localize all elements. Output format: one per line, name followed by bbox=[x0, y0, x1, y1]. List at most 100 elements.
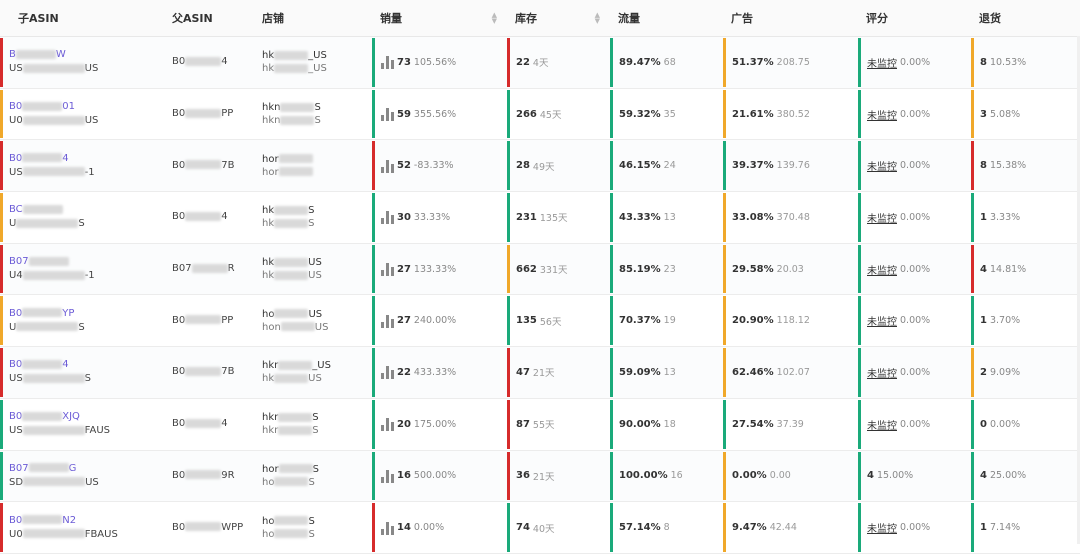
rating-pct: 0.00% bbox=[900, 418, 931, 430]
child-asin-cell: B W US US bbox=[0, 37, 162, 88]
header-parent-asin[interactable]: 父ASIN bbox=[172, 12, 213, 25]
child-asin-link[interactable]: B0 4 bbox=[9, 152, 69, 164]
header-ad[interactable]: 广告 bbox=[731, 12, 753, 25]
child-asin-link[interactable]: B0 4 bbox=[9, 359, 69, 371]
rating-cell: 未监控 0.00% bbox=[858, 502, 971, 553]
parent-asin-text: B0 PP bbox=[172, 314, 234, 326]
bar-chart-icon[interactable] bbox=[381, 262, 394, 277]
traffic-count: 18 bbox=[663, 418, 676, 430]
shop-site: hkn S bbox=[262, 115, 321, 127]
unmonitored-link[interactable]: 未监控 bbox=[867, 213, 897, 225]
parent-asin-cell: B0 PP bbox=[162, 89, 252, 140]
child-asin-cell: B0 N2 U0 FBAUS bbox=[0, 502, 162, 553]
table-row[interactable]: B W US US B0 4 hk _US hk _US 73 105.56% 22 4天 89.47% 68… bbox=[0, 37, 1080, 89]
sales-value: 22 bbox=[397, 366, 411, 378]
bar-chart-icon[interactable] bbox=[381, 159, 394, 173]
rating-pct: 15.00% bbox=[876, 470, 914, 482]
child-asin-link[interactable]: B0 XJQ bbox=[9, 411, 80, 423]
bar-chart-icon[interactable] bbox=[381, 107, 394, 122]
bar-chart-icon[interactable] bbox=[381, 417, 394, 432]
shop-cell: hkr _US hk US bbox=[252, 347, 372, 398]
child-asin-link[interactable]: B0 YP bbox=[9, 307, 75, 319]
unmonitored-link[interactable]: 未监控 bbox=[867, 420, 897, 432]
table-row[interactable]: B0 4 US -1 B0 7B hor hor 52 -83.33% 28 49天 46.15% 24 3… bbox=[0, 140, 1080, 193]
returns-rate: 14.81% bbox=[989, 263, 1027, 275]
header-stock[interactable]: 库存 ▲ ▼ bbox=[507, 0, 610, 36]
stock-days: 135天 bbox=[539, 213, 568, 225]
table-row[interactable]: B0 YP U S B0 PP ho US hon US 27 240.00% 135 56天 70.37%… bbox=[0, 295, 1080, 348]
bar-chart-icon[interactable] bbox=[381, 521, 394, 535]
bar-chart-icon[interactable] bbox=[381, 210, 394, 225]
unmonitored-link[interactable]: 未监控 bbox=[867, 524, 897, 536]
redacted-text bbox=[278, 464, 313, 474]
unmonitored-link[interactable]: 未监控 bbox=[867, 317, 897, 329]
scrollbar[interactable] bbox=[1077, 36, 1080, 544]
bar-chart-icon[interactable] bbox=[381, 365, 394, 380]
header-traffic[interactable]: 流量 bbox=[618, 12, 640, 25]
header-rating[interactable]: 评分 bbox=[866, 12, 888, 25]
table-row[interactable]: B0 4 US S B0 7B hkr _US hk US 22 433.33% 47 21天 59.09%… bbox=[0, 347, 1080, 399]
bar-chart-icon[interactable] bbox=[381, 314, 394, 328]
child-asin-link[interactable]: B07 bbox=[9, 256, 69, 267]
parent-asin-cell: B0 4 bbox=[162, 399, 252, 450]
sales-growth: 433.33% bbox=[413, 366, 457, 378]
redacted-text bbox=[274, 309, 309, 319]
shop-name: hor S bbox=[262, 463, 319, 475]
returns-value: 0 bbox=[980, 418, 987, 430]
traffic-cell: 43.33% 13 bbox=[610, 192, 723, 243]
unmonitored-link[interactable]: 未监控 bbox=[867, 58, 897, 70]
shop-name: hk S bbox=[262, 205, 315, 217]
header-sales[interactable]: 销量 ▲ ▼ bbox=[372, 0, 507, 36]
header-returns[interactable]: 退货 bbox=[979, 12, 1001, 25]
parent-asin-cell: B0 WPP bbox=[162, 502, 252, 553]
parent-asin-text: B0 4 bbox=[172, 56, 228, 68]
returns-rate: 7.14% bbox=[989, 522, 1021, 534]
ad-spend: 37.39 bbox=[776, 418, 804, 430]
stock-cell: 231 135天 bbox=[507, 192, 610, 243]
traffic-rate: 43.33% bbox=[619, 211, 661, 223]
traffic-count: 19 bbox=[663, 315, 676, 327]
child-asin-cell: B07 U4 -1 bbox=[0, 244, 162, 295]
returns-value: 4 bbox=[980, 263, 987, 275]
traffic-cell: 57.14% 8 bbox=[610, 502, 723, 553]
sales-value: 27 bbox=[397, 315, 411, 327]
stock-cell: 36 21天 bbox=[507, 451, 610, 502]
child-asin-link[interactable]: B0 N2 bbox=[9, 514, 77, 526]
sales-cell: 22 433.33% bbox=[372, 347, 507, 398]
child-asin-link[interactable]: B0 01 bbox=[9, 101, 75, 113]
sku-text: SD US bbox=[9, 476, 99, 488]
redacted-text bbox=[280, 322, 315, 332]
header-child-asin[interactable]: 子ASIN bbox=[18, 12, 59, 25]
sales-growth: 133.33% bbox=[413, 263, 457, 275]
unmonitored-link[interactable]: 未监控 bbox=[867, 110, 897, 122]
sales-value: 52 bbox=[397, 160, 411, 172]
redacted-text bbox=[278, 167, 313, 177]
unmonitored-link[interactable]: 未监控 bbox=[867, 368, 897, 380]
sales-value: 73 bbox=[397, 56, 411, 68]
child-asin-link[interactable]: BC bbox=[9, 204, 63, 215]
unmonitored-link[interactable]: 未监控 bbox=[867, 162, 897, 174]
parent-asin-cell: B0 4 bbox=[162, 192, 252, 243]
ad-rate: 51.37% bbox=[732, 56, 774, 68]
header-shop[interactable]: 店铺 bbox=[262, 12, 284, 25]
table-body: B W US US B0 4 hk _US hk _US 73 105.56% 22 4天 89.47% 68… bbox=[0, 37, 1080, 554]
sku-text: US FAUS bbox=[9, 425, 111, 437]
bar-chart-icon[interactable] bbox=[381, 469, 394, 483]
sort-icon[interactable]: ▲ ▼ bbox=[594, 11, 600, 25]
bar-chart-icon[interactable] bbox=[381, 55, 394, 70]
child-asin-cell: B0 4 US -1 bbox=[0, 140, 162, 191]
sort-icon[interactable]: ▲ ▼ bbox=[491, 11, 497, 25]
child-asin-link[interactable]: B07 G bbox=[9, 462, 77, 474]
stock-days: 331天 bbox=[539, 265, 568, 277]
traffic-count: 23 bbox=[663, 263, 676, 275]
stock-value: 22 bbox=[516, 56, 530, 68]
unmonitored-link[interactable]: 未监控 bbox=[867, 265, 897, 277]
